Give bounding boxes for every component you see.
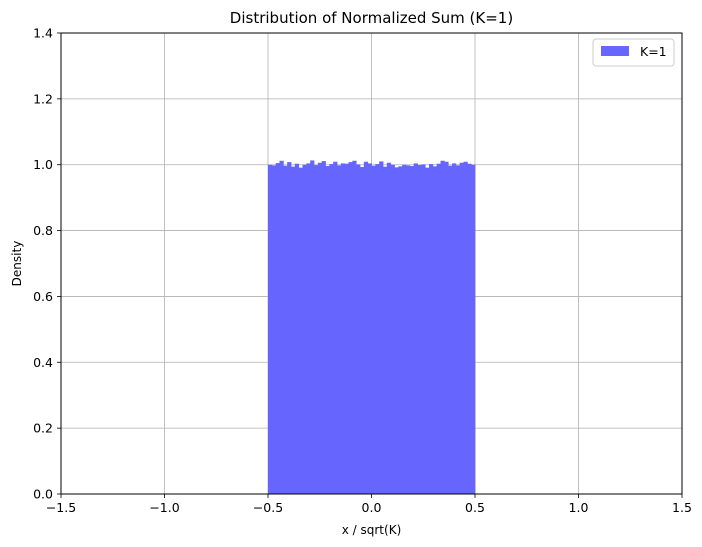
x-tick-label: 0.5 bbox=[465, 500, 485, 515]
histogram-bar bbox=[363, 161, 369, 494]
x-tick-label: 1.5 bbox=[672, 500, 692, 515]
histogram-bar bbox=[306, 163, 311, 494]
x-axis-label: x / sqrt(K) bbox=[342, 523, 402, 537]
histogram-bar bbox=[371, 165, 376, 494]
histogram-bar bbox=[409, 166, 415, 494]
legend-swatch bbox=[601, 46, 629, 56]
histogram-bar bbox=[406, 165, 411, 494]
histogram-bar bbox=[429, 164, 434, 494]
y-tick-label: 0.4 bbox=[33, 355, 53, 370]
histogram-bar bbox=[314, 165, 319, 494]
histogram-bar bbox=[440, 160, 445, 494]
histogram-bar bbox=[287, 162, 292, 494]
histogram-bar bbox=[386, 162, 392, 494]
y-axis-ticks: 0.0 0.2 0.4 0.6 0.8 1.0 1.2 1.4 bbox=[33, 26, 61, 502]
histogram-bar bbox=[375, 164, 380, 494]
histogram-bar bbox=[398, 166, 403, 494]
histogram-bar bbox=[317, 162, 323, 494]
x-tick-label: −1.5 bbox=[46, 500, 76, 515]
histogram-bar bbox=[367, 163, 372, 494]
histogram-bar bbox=[448, 165, 453, 494]
histogram-bar bbox=[471, 164, 476, 494]
y-tick-label: 0.2 bbox=[33, 421, 53, 436]
histogram-bar bbox=[467, 163, 472, 494]
x-tick-label: 0.0 bbox=[362, 500, 382, 515]
histogram-bar bbox=[291, 166, 296, 494]
histogram-bar bbox=[271, 165, 277, 494]
histogram-bar bbox=[325, 166, 330, 494]
x-tick-label: −1.0 bbox=[149, 500, 179, 515]
y-tick-label: 1.2 bbox=[33, 91, 53, 106]
histogram-bar bbox=[413, 163, 418, 494]
histogram-bar bbox=[421, 164, 426, 494]
histogram-bar bbox=[383, 166, 388, 494]
histogram-bar bbox=[425, 167, 430, 494]
legend: K=1 bbox=[592, 38, 675, 67]
histogram-bar bbox=[352, 160, 357, 494]
histogram-bar bbox=[444, 161, 449, 494]
histogram-bar bbox=[310, 160, 315, 494]
histogram-bar bbox=[344, 163, 349, 494]
legend-box bbox=[592, 38, 675, 67]
histogram-bar bbox=[294, 163, 300, 494]
x-tick-label: −0.5 bbox=[253, 500, 283, 515]
histogram-bar bbox=[279, 160, 284, 494]
histogram-bar bbox=[360, 167, 365, 494]
histogram-bar bbox=[302, 164, 307, 494]
histogram-bar bbox=[402, 164, 407, 494]
histogram-bar bbox=[348, 162, 353, 494]
x-axis-ticks: −1.5 −1.0 −0.5 0.0 0.5 1.0 1.5 bbox=[46, 494, 692, 515]
histogram-bar bbox=[268, 164, 273, 494]
y-tick-label: 0.6 bbox=[33, 289, 53, 304]
chart-title: Distribution of Normalized Sum (K=1) bbox=[230, 9, 513, 27]
histogram-bars bbox=[268, 160, 476, 494]
histogram-bar bbox=[459, 162, 464, 494]
y-tick-label: 0.0 bbox=[33, 487, 53, 502]
histogram-bar bbox=[436, 163, 441, 494]
histogram-bar bbox=[298, 167, 303, 494]
histogram-bar bbox=[356, 164, 361, 494]
histogram-bar bbox=[417, 165, 422, 494]
histogram-bar bbox=[432, 166, 438, 494]
histogram-bar bbox=[390, 164, 395, 494]
histogram-bar bbox=[455, 165, 461, 494]
histogram-bar bbox=[283, 165, 288, 494]
histogram-bar bbox=[333, 161, 338, 494]
histogram-bar bbox=[275, 163, 280, 494]
histogram-bar bbox=[340, 163, 346, 494]
histogram-bar bbox=[329, 164, 334, 494]
histogram-bar bbox=[394, 167, 399, 494]
y-tick-label: 0.8 bbox=[33, 223, 53, 238]
y-axis-label: Density bbox=[10, 241, 24, 287]
histogram-bar bbox=[463, 161, 468, 494]
y-tick-label: 1.4 bbox=[33, 26, 53, 41]
legend-label: K=1 bbox=[640, 44, 667, 59]
x-tick-label: 1.0 bbox=[569, 500, 589, 515]
histogram-bar bbox=[337, 165, 342, 494]
y-tick-label: 1.0 bbox=[33, 157, 53, 172]
histogram-bar bbox=[452, 163, 457, 494]
histogram-bar bbox=[379, 161, 384, 494]
histogram-bar bbox=[321, 161, 326, 494]
